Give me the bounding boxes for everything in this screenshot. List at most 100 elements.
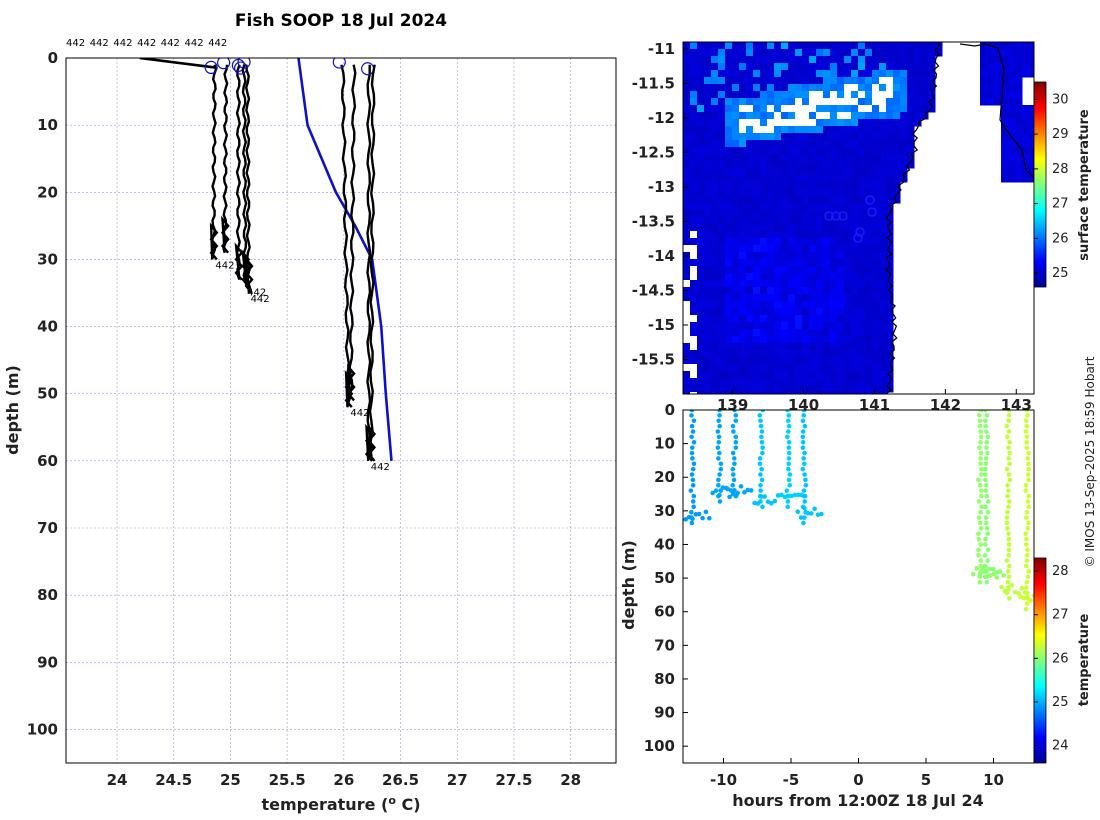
sst-cell xyxy=(760,294,768,302)
sst-cell xyxy=(774,161,782,169)
section-point xyxy=(758,472,763,477)
sst-cell xyxy=(711,84,719,92)
sst-cell xyxy=(851,154,859,162)
sst-cell xyxy=(746,308,754,316)
section-point xyxy=(758,423,764,429)
sst-cell xyxy=(753,203,761,211)
sst-cell xyxy=(774,63,782,71)
sst-cell xyxy=(886,266,894,274)
sst-cell xyxy=(823,336,831,344)
sst-cell xyxy=(683,357,691,365)
sst-cell xyxy=(1029,168,1034,176)
sst-cell xyxy=(795,203,803,211)
sst-cell xyxy=(788,350,796,358)
section-point xyxy=(690,466,696,472)
sst-cell xyxy=(851,273,859,281)
sst-cell xyxy=(837,147,845,155)
sst-cell xyxy=(697,63,705,71)
sst-cell xyxy=(844,273,852,281)
sst-cell xyxy=(753,315,761,323)
sst-cell xyxy=(753,217,761,225)
sst-cell xyxy=(851,294,859,302)
sst-cell xyxy=(872,140,880,148)
section-point xyxy=(786,456,792,461)
sst-cell xyxy=(851,315,859,323)
sst-cell xyxy=(809,259,817,267)
sst-cell xyxy=(1001,161,1009,169)
sst-cell xyxy=(690,308,698,316)
sst-cell xyxy=(893,119,901,127)
sst-cell xyxy=(725,315,733,323)
sst-cell xyxy=(767,154,775,162)
sst-cell xyxy=(739,189,747,197)
sst-cell xyxy=(858,168,866,176)
sst-cell xyxy=(781,301,789,309)
top-label: 442 xyxy=(113,38,132,49)
sst-cell xyxy=(844,42,852,50)
sst-cell xyxy=(746,91,754,99)
sst-cell xyxy=(746,315,754,323)
sst-cell xyxy=(760,301,768,309)
sst-cell xyxy=(704,105,712,113)
sst-cell xyxy=(830,168,838,176)
sst-cell xyxy=(851,322,859,330)
sst-cell xyxy=(872,98,880,106)
sst-cell xyxy=(872,70,880,78)
sst-cell xyxy=(837,105,845,113)
sst-cell xyxy=(879,77,887,85)
sst-cell xyxy=(725,329,733,337)
sst-cell xyxy=(760,77,768,85)
section-point xyxy=(762,494,767,499)
sst-cell xyxy=(802,91,810,99)
sst-cell xyxy=(788,63,796,71)
map-y-tick-label: -12.5 xyxy=(632,143,675,161)
sst-cell xyxy=(802,133,810,141)
sst-cell xyxy=(725,308,733,316)
sst-cell xyxy=(690,364,698,372)
sst-cell xyxy=(823,105,831,113)
sst-cell xyxy=(980,63,988,71)
sst-cell xyxy=(872,77,880,85)
sst-cell xyxy=(774,294,782,302)
sst-cell xyxy=(746,210,754,218)
sst-cell xyxy=(844,161,852,169)
sst-cell xyxy=(711,308,719,316)
section-point xyxy=(735,490,740,496)
sst-cell xyxy=(844,350,852,358)
sst-cell xyxy=(872,259,880,267)
section-point xyxy=(984,445,989,450)
sst-cell xyxy=(711,315,719,323)
sst-cell xyxy=(781,77,789,85)
sst-cell xyxy=(865,70,873,78)
section-point xyxy=(718,466,724,472)
sst-cell xyxy=(732,315,740,323)
sst-cell xyxy=(987,70,995,78)
sst-cell xyxy=(809,364,817,372)
profile-lines xyxy=(139,58,393,462)
sst-cell xyxy=(760,266,768,274)
section-point xyxy=(785,429,791,434)
sst-cell xyxy=(739,126,747,134)
sst-cell xyxy=(690,315,698,323)
sst-cell xyxy=(928,56,936,64)
sst-cell xyxy=(795,49,803,57)
sst-cell xyxy=(760,287,768,295)
sst-cell xyxy=(795,308,803,316)
sst-cell xyxy=(753,287,761,295)
sst-cell xyxy=(928,49,936,57)
sst-cell xyxy=(760,322,768,330)
sst-cell xyxy=(858,231,866,239)
sst-cell xyxy=(823,280,831,288)
sst-cell xyxy=(718,231,726,239)
sst-cell xyxy=(823,203,831,211)
figure-title: Fish SOOP 18 Jul 2024 xyxy=(235,11,447,31)
sst-cell xyxy=(865,371,873,379)
sst-cell xyxy=(809,147,817,155)
sst-cell xyxy=(872,266,880,274)
section-point xyxy=(1025,499,1031,504)
sst-cell xyxy=(788,119,796,127)
sst-cell xyxy=(690,112,698,120)
sst-cell xyxy=(739,343,747,351)
sst-cell xyxy=(823,42,831,50)
sst-cell xyxy=(837,133,845,141)
